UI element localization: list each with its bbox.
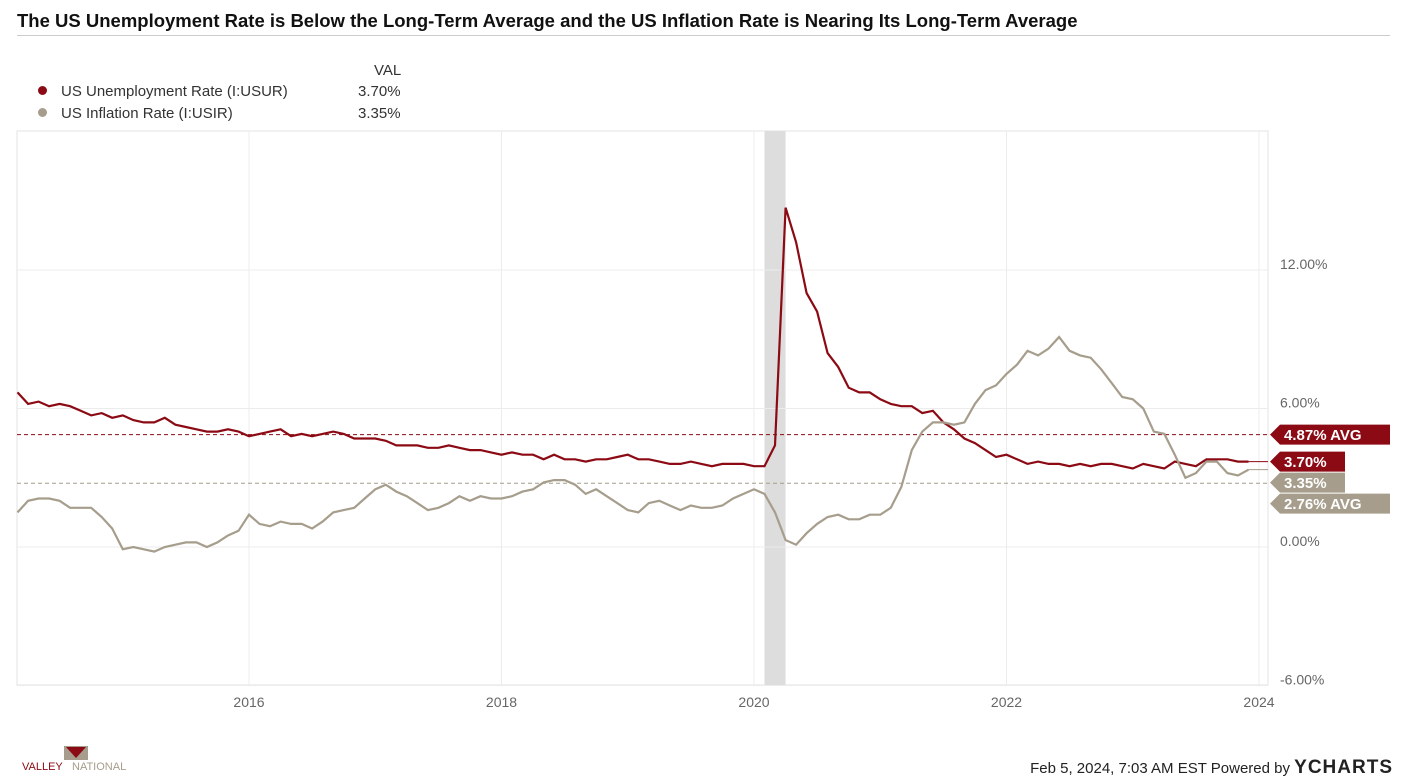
- value-tag-label: 4.87% AVG: [1284, 427, 1362, 444]
- legend-value: 3.70%: [358, 83, 401, 100]
- series-line-0: [16, 207, 1249, 470]
- plot-area: [16, 130, 1269, 686]
- value-tag-label: 3.35%: [1284, 475, 1327, 492]
- x-tick-label: 2016: [233, 694, 264, 710]
- recession-shading: [764, 131, 786, 685]
- value-tag: [1270, 451, 1345, 472]
- footer: Feb 5, 2024, 7:03 AM EST Powered by YCHA…: [1030, 757, 1393, 779]
- svg-text:NATIONAL: NATIONAL: [72, 761, 126, 773]
- x-tick-label: 2024: [1243, 694, 1274, 710]
- value-tag-label: 2.76% AVG: [1284, 496, 1362, 513]
- y-tick-label: 12.00%: [1280, 256, 1327, 272]
- value-tag: [1270, 472, 1345, 493]
- legend-item-inflation[interactable]: US Inflation Rate (I:USIR): [38, 105, 233, 122]
- value-tag: [1270, 493, 1390, 514]
- series-line-1: [16, 335, 1250, 553]
- timestamp: Feb 5, 2024, 7:03 AM EST Powered by: [1030, 760, 1290, 777]
- y-tick-label: 6.00%: [1280, 395, 1320, 411]
- x-tick-label: 2020: [738, 694, 769, 710]
- ycharts-logo[interactable]: YCHARTS: [1294, 757, 1393, 778]
- valley-national-logo: VALLEY NATIONAL: [20, 744, 145, 779]
- legend-header: VAL: [374, 62, 402, 79]
- value-tag-label: 3.70%: [1284, 454, 1327, 471]
- legend-marker: [38, 108, 47, 117]
- y-tick-label: -6.00%: [1280, 671, 1324, 687]
- legend-label: US Inflation Rate (I:USIR): [61, 105, 233, 122]
- title-divider: [17, 35, 1390, 36]
- legend-item-unemployment[interactable]: US Unemployment Rate (I:USUR): [38, 83, 288, 100]
- y-tick-label: 0.00%: [1280, 533, 1320, 549]
- value-tag: [1270, 424, 1390, 445]
- x-tick-label: 2018: [486, 694, 517, 710]
- legend-marker: [38, 86, 47, 95]
- svg-text:VALLEY: VALLEY: [22, 761, 63, 773]
- x-tick-label: 2022: [991, 694, 1022, 710]
- legend-value: 3.35%: [358, 105, 401, 122]
- legend-label: US Unemployment Rate (I:USUR): [61, 83, 288, 100]
- chart-title: The US Unemployment Rate is Below the Lo…: [17, 10, 1078, 31]
